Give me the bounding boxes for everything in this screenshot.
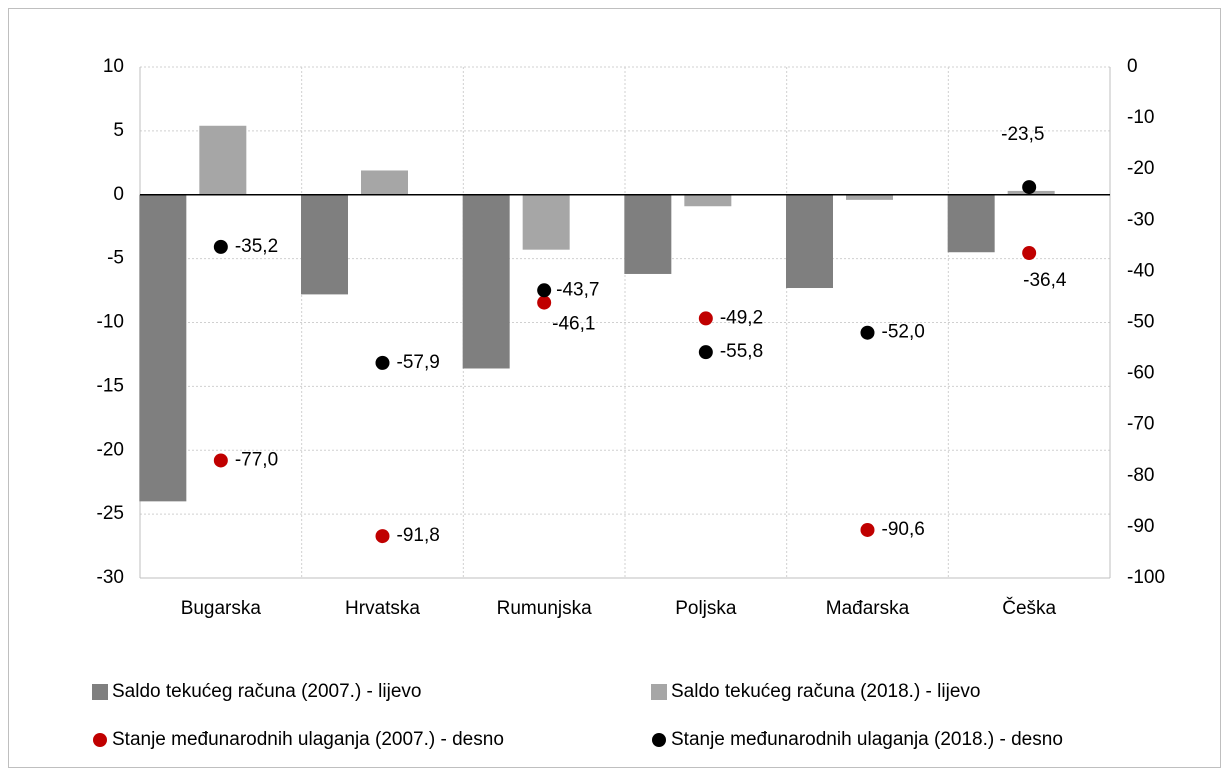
dot — [537, 283, 552, 298]
x-tick-label: Poljska — [675, 598, 737, 619]
data-label: -46,1 — [552, 314, 595, 335]
y-tick-label: -15 — [97, 375, 124, 396]
data-label: -43,7 — [556, 279, 599, 300]
data-label: -77,0 — [235, 449, 278, 470]
dot — [698, 311, 713, 326]
dot — [375, 355, 390, 370]
legend-swatch — [651, 684, 667, 700]
dot — [537, 295, 552, 310]
x-tick-label: Češka — [1002, 597, 1056, 619]
x-tick-label: Bugarska — [181, 598, 262, 619]
data-label: -91,8 — [397, 525, 440, 546]
y2-tick-label: -60 — [1127, 363, 1154, 384]
dot — [375, 529, 390, 544]
legend-swatch — [92, 684, 108, 700]
y2-tick-label: -20 — [1127, 158, 1154, 179]
data-label: -35,2 — [235, 236, 278, 257]
y-tick-label: -10 — [97, 312, 124, 333]
bar — [947, 194, 995, 253]
legend-swatch — [652, 733, 666, 747]
legend-label: Stanje međunarodnih ulaganja (2018.) - d… — [671, 729, 1063, 750]
legend-label: Saldo tekućeg računa (2018.) - lijevo — [671, 681, 980, 702]
legend-label: Saldo tekućeg računa (2007.) - lijevo — [112, 681, 421, 702]
data-label: -36,4 — [1023, 270, 1067, 291]
y2-tick-label: -90 — [1127, 516, 1154, 537]
y-tick-label: 10 — [103, 56, 124, 77]
bar — [684, 194, 732, 207]
chart-frame — [8, 8, 1221, 768]
bar — [199, 125, 247, 195]
bar — [139, 194, 187, 502]
y-tick-label: -30 — [97, 567, 124, 588]
bar — [462, 194, 510, 369]
bar — [786, 194, 833, 289]
dot — [213, 239, 228, 254]
data-label: -57,9 — [397, 352, 440, 373]
y-tick-label: 5 — [113, 120, 124, 141]
y-tick-label: -5 — [107, 248, 124, 269]
bar — [846, 194, 893, 200]
x-tick-label: Mađarska — [826, 598, 910, 619]
y2-tick-label: 0 — [1127, 56, 1138, 77]
bar — [522, 194, 570, 250]
y2-tick-label: -80 — [1127, 465, 1154, 486]
data-label: -55,8 — [720, 341, 763, 362]
y2-tick-label: -10 — [1127, 107, 1154, 128]
dot — [1022, 246, 1037, 261]
bar — [624, 194, 672, 274]
y-tick-label: -25 — [97, 503, 124, 524]
x-tick-label: Hrvatska — [345, 598, 420, 619]
dot — [1022, 180, 1037, 195]
dot — [860, 522, 875, 537]
x-tick-label: Rumunjska — [497, 598, 592, 619]
bar — [361, 170, 408, 195]
y2-tick-label: -30 — [1127, 209, 1154, 230]
dot — [213, 453, 228, 468]
data-label: -49,2 — [720, 307, 763, 328]
data-label: -23,5 — [1001, 124, 1044, 145]
legend-swatch — [93, 733, 107, 747]
y-tick-label: 0 — [113, 184, 124, 205]
y-tick-label: -20 — [97, 439, 124, 460]
dot — [860, 325, 875, 340]
y2-tick-label: -50 — [1127, 312, 1154, 333]
dot — [698, 345, 713, 360]
data-label: -52,0 — [882, 322, 925, 343]
y2-tick-label: -40 — [1127, 260, 1154, 281]
bar — [301, 194, 348, 295]
legend-label: Stanje međunarodnih ulaganja (2007.) - d… — [112, 729, 504, 750]
y2-tick-label: -100 — [1127, 567, 1165, 588]
data-label: -90,6 — [882, 519, 925, 540]
y2-tick-label: -70 — [1127, 414, 1154, 435]
